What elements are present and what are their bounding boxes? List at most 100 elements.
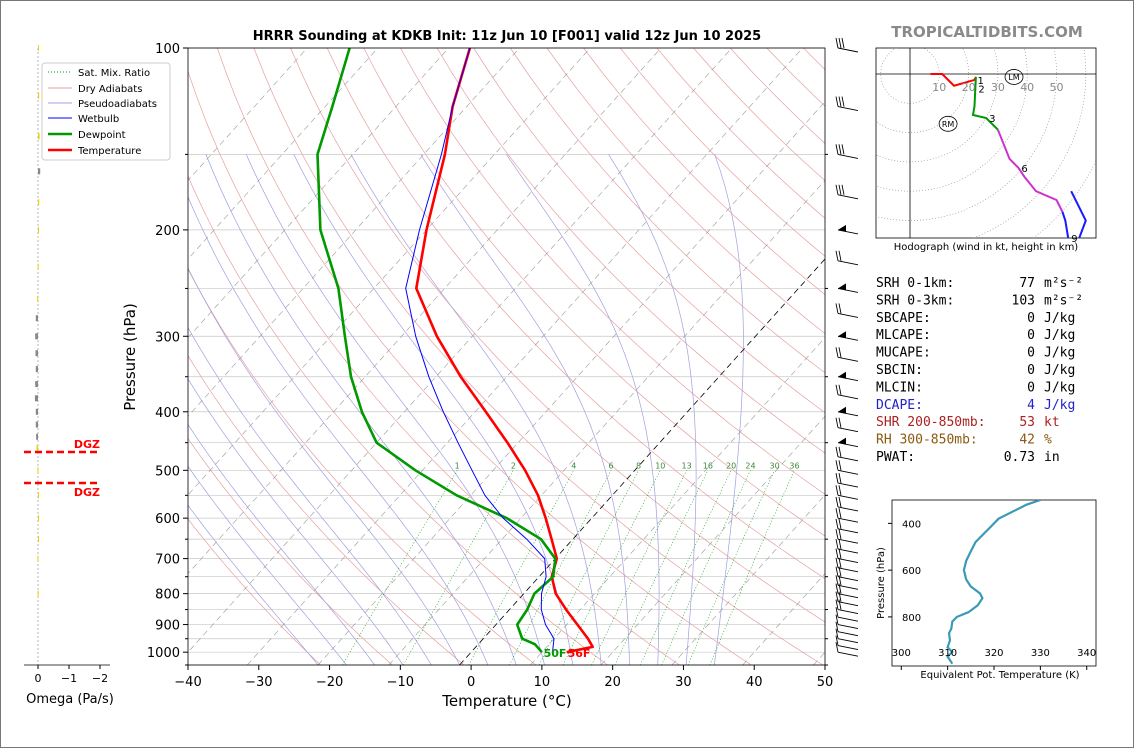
wind-barb-feather — [835, 347, 839, 358]
hodograph-ring-label: 30 — [991, 81, 1005, 94]
theta-x-tick-label: 340 — [1077, 648, 1096, 659]
param-unit: J/kg — [1044, 398, 1075, 413]
pseudoadiabat — [188, 465, 347, 665]
wind-barb-feather — [835, 96, 839, 107]
param-value: 42 — [1019, 433, 1035, 448]
mixing-ratio-line — [687, 470, 775, 665]
hodograph-ring-label: 40 — [1020, 81, 1034, 94]
theta-e-frame — [891, 499, 1097, 667]
pseudoadiabat — [506, 154, 660, 665]
wind-barb — [837, 106, 859, 111]
mixing-ratio-label: 13 — [682, 461, 692, 470]
wind-barb — [837, 638, 859, 644]
omega-x-label: Omega (Pa/s) — [26, 692, 114, 707]
mixing-ratio-label: 2 — [511, 461, 516, 470]
param-label: PWAT: — [876, 450, 915, 465]
param-unit: kt — [1044, 415, 1060, 430]
hodograph-segment — [996, 129, 1064, 213]
dry-adiabat — [188, 70, 680, 665]
wind-barb-flag — [838, 224, 846, 232]
wind-barb — [837, 506, 859, 512]
wind-barb — [837, 548, 859, 554]
pseudoadiabat — [608, 154, 697, 665]
wind-barb — [837, 394, 859, 400]
wind-barb-feather — [835, 303, 839, 314]
sfc-dewpoint-label: 50F — [544, 647, 567, 660]
param-value: 0 — [1027, 311, 1035, 326]
wind-barb-feather — [838, 538, 842, 550]
param-unit: J/kg — [1044, 311, 1075, 326]
dry-adiabat — [188, 437, 393, 665]
isotherm — [317, 101, 825, 665]
wind-barb-feather — [838, 184, 842, 195]
wind-barb-feather — [838, 460, 842, 471]
pseudoadiabat — [293, 154, 574, 665]
wind-barb-feather — [838, 37, 842, 49]
hodograph-ring-label: 20 — [962, 81, 976, 94]
hodograph-height-label: 9 — [1071, 234, 1077, 245]
param-label: MUCAPE: — [876, 346, 931, 361]
param-value: 0 — [1027, 363, 1035, 378]
wind-barb — [837, 482, 859, 488]
omega-bar — [38, 168, 41, 175]
wind-barb-feather — [838, 529, 842, 540]
hodograph-panel: 10 20 30 40 50 12 3 6 9 LM RM Hodograph (wind in k… — [875, 47, 1097, 253]
param-unit: J/kg — [1044, 363, 1075, 378]
wind-barb — [837, 645, 859, 650]
wind-barb-feather — [838, 473, 842, 484]
param-value: 77 — [1019, 276, 1035, 291]
pseudoadiabat — [188, 423, 375, 665]
dry-adiabat — [216, 48, 752, 665]
param-unit: J/kg — [1044, 346, 1075, 361]
wind-barb-feather — [838, 599, 842, 610]
param-label: SHR 200-850mb: — [876, 415, 986, 430]
dry-adiabat — [546, 48, 825, 334]
y-tick-label: 400 — [155, 406, 180, 421]
wind-barb-feather — [838, 496, 842, 508]
wind-barb — [837, 616, 859, 622]
dry-adiabat — [188, 355, 465, 665]
storm-motion-label: LM — [1008, 73, 1019, 82]
legend-label: Dewpoint — [78, 130, 126, 141]
wind-barb-feather — [835, 485, 839, 496]
mixing-ratio-label: 6 — [609, 461, 614, 470]
wind-barb — [837, 624, 859, 629]
mixing-ratio-label: 16 — [703, 461, 713, 470]
isotherm — [388, 179, 825, 665]
y-tick-label: 600 — [155, 512, 180, 527]
isotherm — [188, 48, 379, 260]
mixing-ratio-label: 36 — [789, 461, 799, 470]
wind-barb — [837, 153, 859, 159]
wind-barb — [837, 427, 859, 433]
x-tick-label: 50 — [817, 675, 834, 690]
wind-barb-feather — [835, 417, 839, 428]
wind-barb-feather — [838, 485, 842, 496]
y-tick-label: 1000 — [147, 646, 180, 661]
wind-barb-flag — [838, 406, 846, 414]
parameter-table: SRH 0-1km: 77 m²s⁻² SRH 0-3km: 103 m²s⁻² SBCAP… — [876, 276, 1083, 465]
y-tick-label: 500 — [155, 464, 180, 479]
wind-barb-feather — [835, 538, 839, 550]
legend-label: Dry Adiabats — [78, 84, 142, 95]
chart-title: HRRR Sounding at KDKB Init: 11z Jun 10 [… — [253, 29, 761, 44]
omega-bar — [38, 536, 39, 543]
x-tick-label: 10 — [534, 675, 551, 690]
param-label: DCAPE: — [876, 398, 923, 413]
wind-barb-feather — [838, 446, 842, 457]
pseudoadiabat — [350, 154, 602, 665]
theta-e-y-label: Pressure (hPa) — [876, 547, 887, 619]
temperature-profile — [415, 48, 594, 654]
wind-barb-feather — [835, 566, 839, 577]
wind-barb-feather — [835, 628, 839, 639]
wind-barb-feather — [838, 303, 842, 314]
omega-panel: DGZ DGZ 0 −1 −2 Omega (Pa/s) — [24, 45, 114, 707]
omega-bar — [37, 590, 39, 597]
isotherm — [530, 337, 825, 665]
omega-bar — [36, 433, 38, 440]
pseudoadiabat — [188, 326, 432, 665]
pressure-grid — [188, 47, 825, 666]
theta-x-tick-label: 310 — [938, 648, 957, 659]
param-unit: J/kg — [1044, 328, 1075, 343]
wind-barbs — [835, 37, 859, 657]
param-unit: m²s⁻² — [1044, 293, 1083, 308]
